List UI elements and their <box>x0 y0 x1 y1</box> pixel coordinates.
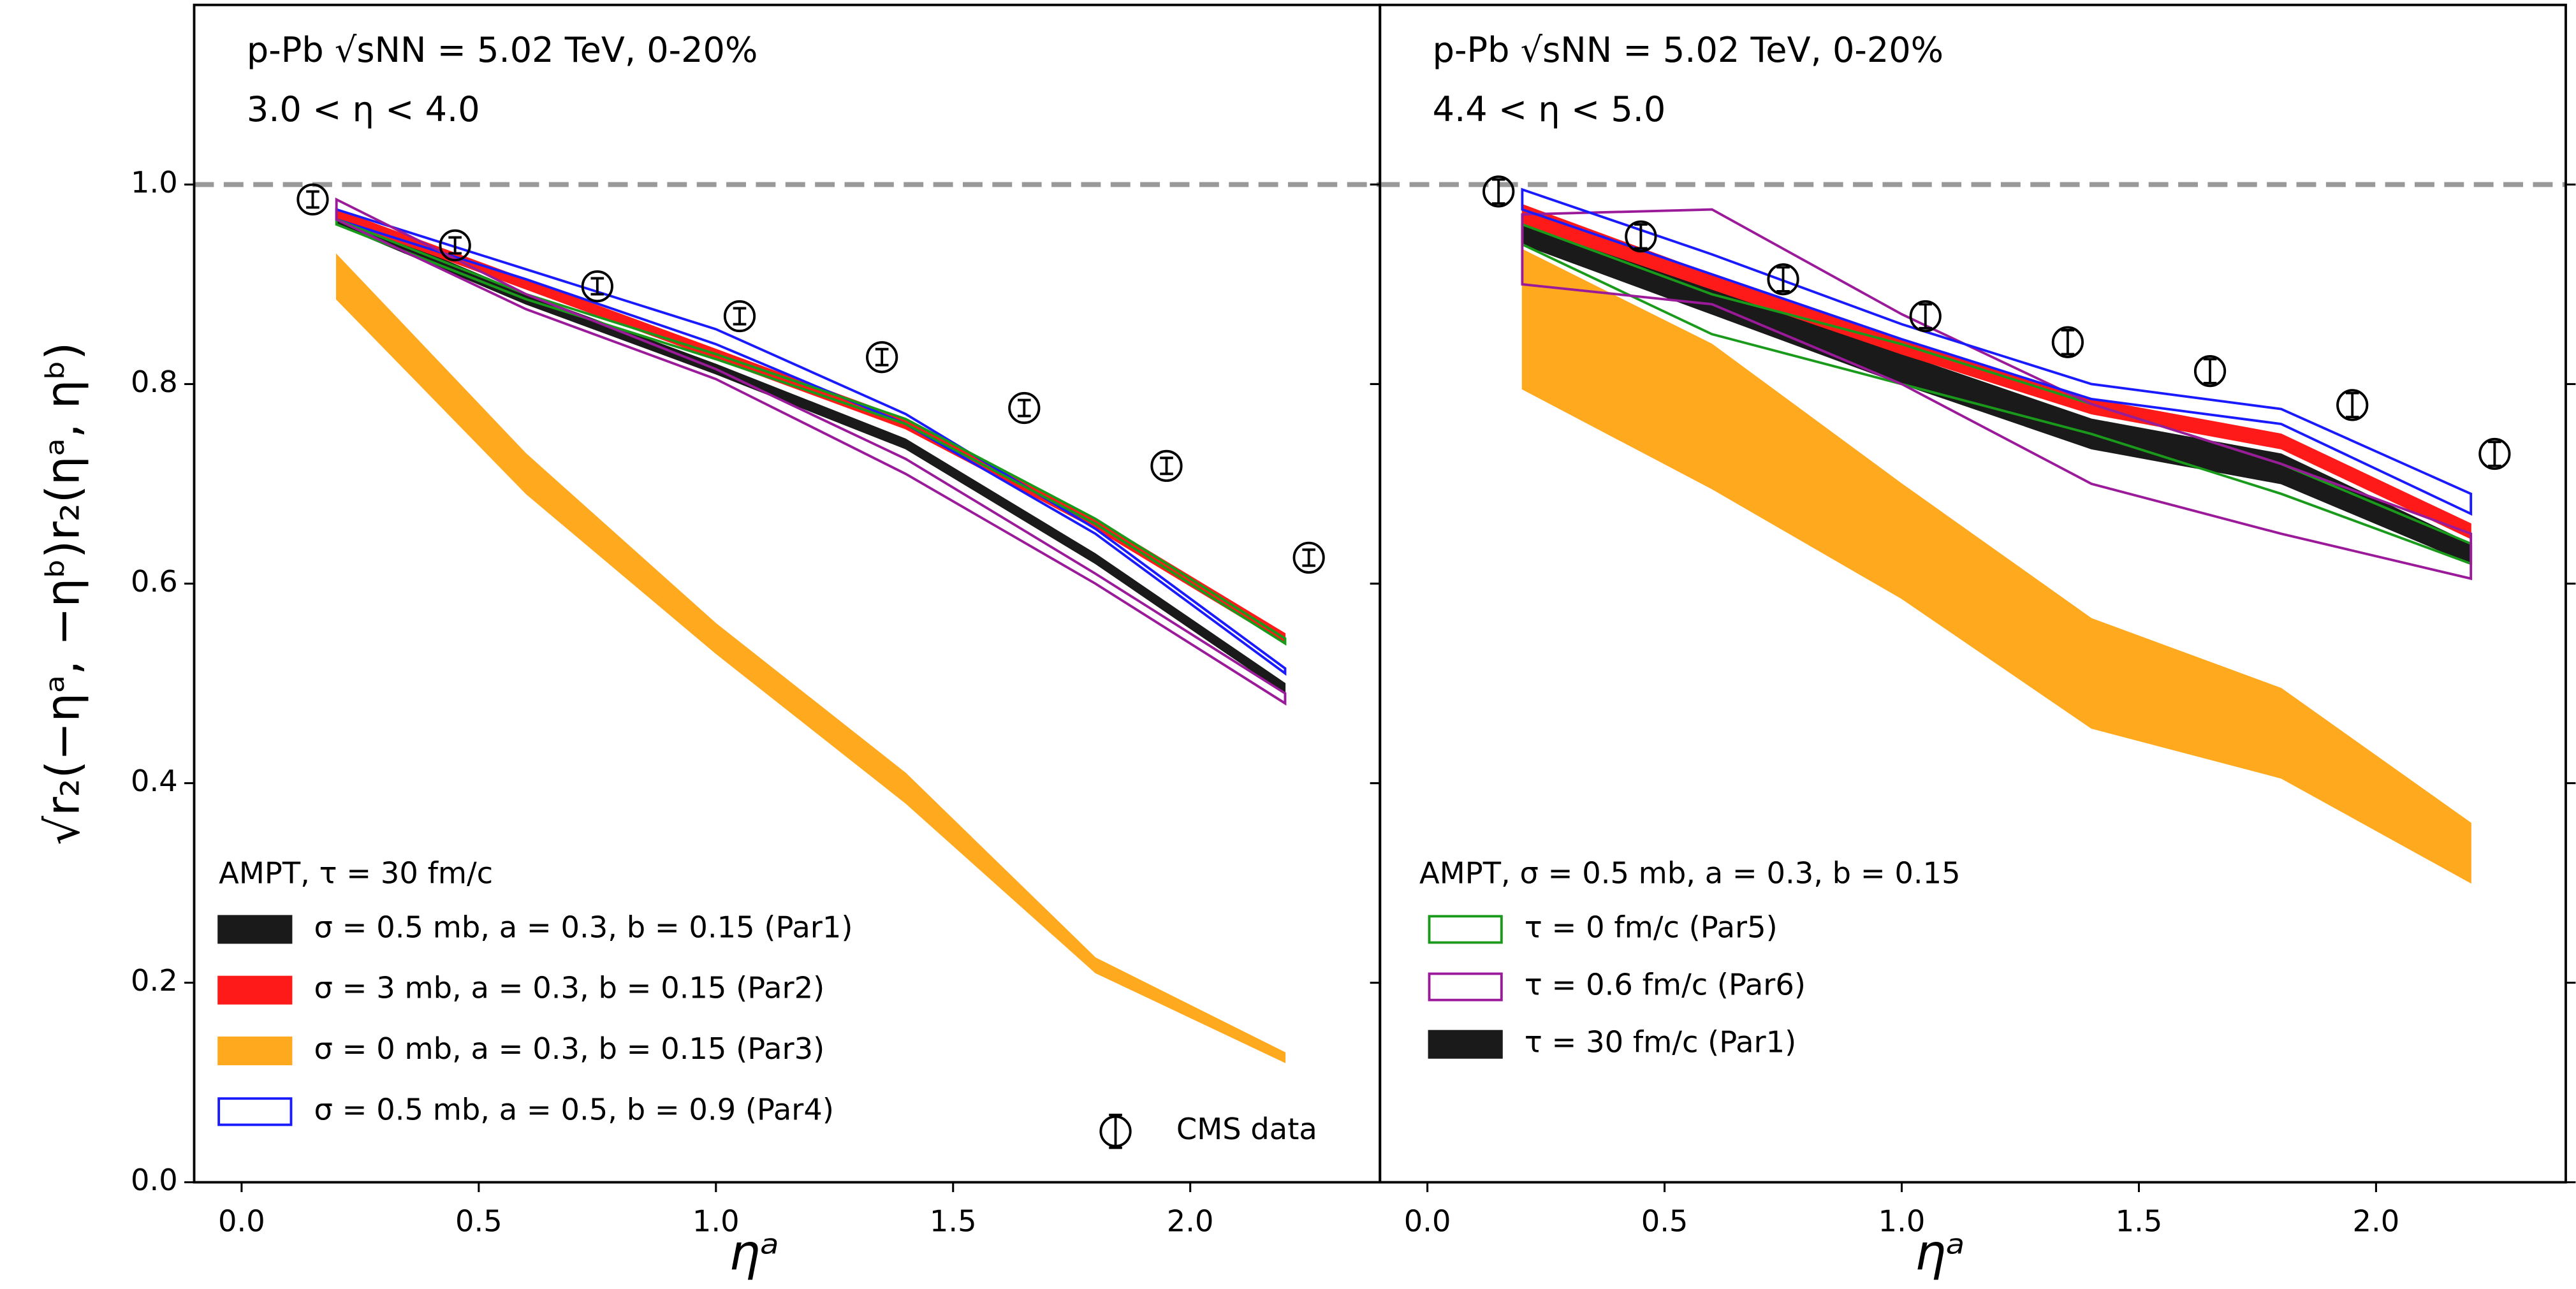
band <box>335 207 1287 676</box>
legend-title: AMPT, σ = 0.5 mb, a = 0.3, b = 0.15 <box>1419 856 1961 890</box>
band <box>335 197 1287 706</box>
legend-swatch <box>1428 1030 1503 1059</box>
data-point <box>1482 175 1515 208</box>
x-axis-label: ηᵃ <box>729 1224 779 1281</box>
legend-label: τ = 30 fm/c (Par1) <box>1525 1025 1796 1060</box>
data-point <box>1008 391 1041 425</box>
data-point <box>581 270 613 303</box>
chart-subtitle: 3.0 < η < 4.0 <box>247 89 480 129</box>
x-tick-label: 2.0 <box>2353 1204 2400 1238</box>
x-tick-label: 0.5 <box>1641 1204 1688 1238</box>
legend-label: σ = 0 mb, a = 0.3, b = 0.15 (Par3) <box>314 1031 825 1066</box>
band <box>1521 208 2473 581</box>
panel: 0.0 0.5 1.0 1.5 2.0 p-Pb √sNN = 5.02 TeV, 0-2… <box>1370 3 2576 1281</box>
x-tick-label: 1.5 <box>930 1204 977 1238</box>
chart-title: p-Pb √sNN = 5.02 TeV, 0-20% <box>1433 30 1943 70</box>
data-point <box>1150 449 1183 482</box>
data-point <box>296 183 329 216</box>
x-axis-label: ηᵃ <box>1915 1224 1965 1281</box>
y-tick-label: 0.6 <box>131 564 178 599</box>
legend-title: AMPT, τ = 30 fm/c <box>219 856 493 890</box>
legend-swatch <box>217 1097 293 1126</box>
band <box>1521 249 2471 884</box>
chart-title: p-Pb √sNN = 5.02 TeV, 0-20% <box>247 30 757 70</box>
data-point <box>2051 326 2084 358</box>
legend-swatch <box>217 975 293 1005</box>
data-point <box>866 341 898 374</box>
x-tick-label: 0.0 <box>1404 1204 1451 1238</box>
legend-label: τ = 0.6 fm/c (Par6) <box>1525 968 1806 1002</box>
x-tick-label: 2.0 <box>1167 1204 1214 1238</box>
data-point <box>1909 300 1942 333</box>
data-point <box>2478 437 2511 470</box>
axes-frame <box>1379 3 2567 1184</box>
data-point <box>1292 541 1325 574</box>
legend-label: σ = 3 mb, a = 0.3, b = 0.15 (Par2) <box>314 971 825 1005</box>
y-tick-label: 0.8 <box>131 365 178 399</box>
y-axis-label: √r₂(−ηᵃ, −ηᵇ)r₂(ηᵃ, ηᵇ) <box>37 342 91 845</box>
data-point <box>439 229 471 262</box>
legend-label: σ = 0.5 mb, a = 0.5, b = 0.9 (Par4) <box>314 1092 834 1126</box>
data-point <box>723 300 756 333</box>
x-tick-label: 0.5 <box>455 1204 502 1238</box>
band <box>335 217 1287 646</box>
band <box>336 253 1286 1063</box>
band <box>1521 187 2473 516</box>
panel: 0.0 0.5 1.0 1.5 2.0 0.0 0.2 0.4 0.6 0.8 1.0 p-Pb √s… <box>37 3 1382 1281</box>
legend-swatch <box>217 1036 293 1066</box>
x-tick-label: 0.0 <box>218 1204 265 1238</box>
legend-marker <box>1099 1115 1132 1147</box>
y-tick-label: 0.0 <box>131 1163 178 1197</box>
legend-label: CMS data <box>1176 1112 1317 1146</box>
legend-swatch <box>1428 915 1503 944</box>
legend-swatch <box>217 915 293 944</box>
legend-swatch <box>1428 972 1503 1001</box>
data-point <box>1767 263 1799 296</box>
x-tick-label: 1.0 <box>1878 1204 1926 1238</box>
legend-label: σ = 0.5 mb, a = 0.3, b = 0.15 (Par1) <box>314 910 853 944</box>
x-tick-label: 1.5 <box>2116 1204 2163 1238</box>
data-point <box>1625 220 1657 252</box>
y-tick-label: 0.2 <box>131 963 178 998</box>
legend-label: τ = 0 fm/c (Par5) <box>1525 910 1778 944</box>
data-point <box>2193 355 2227 388</box>
chart-subtitle: 4.4 < η < 5.0 <box>1433 89 1666 129</box>
data-point <box>2336 389 2369 421</box>
y-tick-label: 0.4 <box>131 764 178 798</box>
x-tick-label: 1.0 <box>692 1204 740 1238</box>
y-tick-label: 1.0 <box>131 165 178 200</box>
